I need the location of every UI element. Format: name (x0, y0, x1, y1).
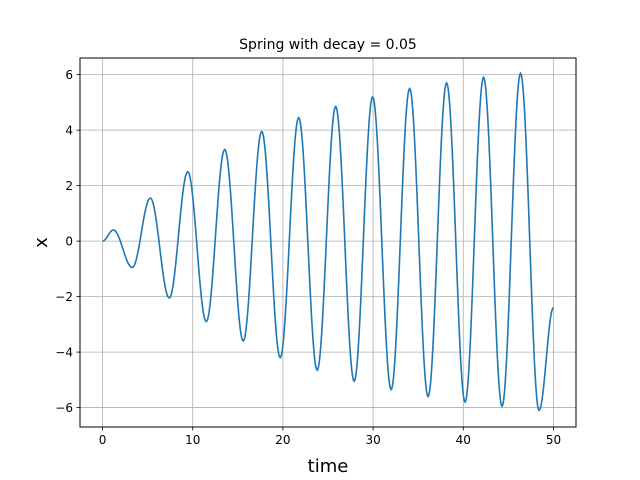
plot-frame (79, 57, 577, 428)
x-tick-label: 20 (275, 433, 290, 447)
y-axis: −6 −4 −2 0 2 4 6 (55, 68, 80, 415)
x-axis: 0 10 20 30 40 50 (99, 427, 561, 447)
x-tick-label: 30 (365, 433, 380, 447)
y-tick-label: 6 (65, 68, 73, 82)
y-tick-label: 2 (65, 179, 73, 193)
x-tick-label: 40 (456, 433, 471, 447)
x-tick-label: 0 (99, 433, 107, 447)
y-tick-label: 0 (65, 235, 73, 249)
y-tick-label: 4 (65, 124, 73, 138)
series-line (102, 71, 554, 412)
grid (80, 58, 576, 427)
x-tick-label: 10 (185, 433, 200, 447)
x-tick-label: 50 (546, 433, 561, 447)
chart-title: Spring with decay = 0.05 (239, 37, 417, 53)
series-layer (102, 71, 554, 412)
y-tick-label: −4 (55, 346, 73, 360)
y-tick-label: −2 (55, 290, 73, 304)
x-axis-label: time (308, 456, 349, 477)
y-axis-label: x (31, 237, 52, 248)
y-tick-label: −6 (55, 401, 73, 415)
